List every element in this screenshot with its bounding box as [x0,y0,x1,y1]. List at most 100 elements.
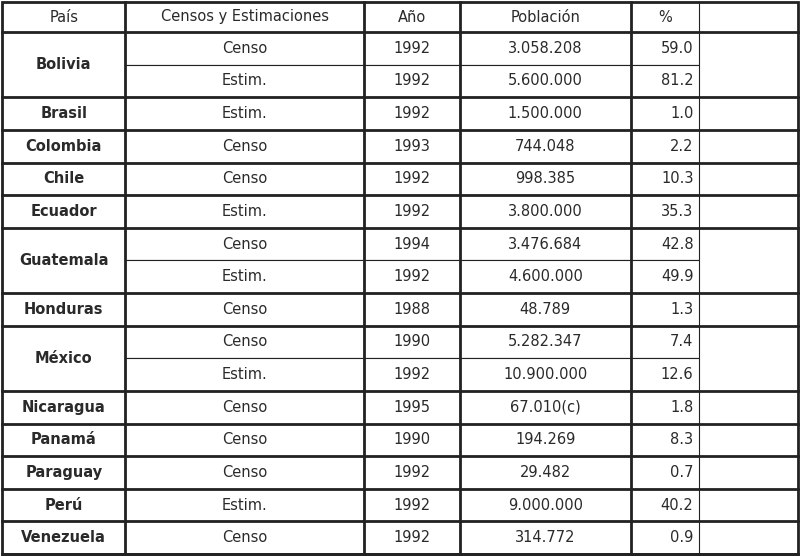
Bar [631,424,698,456]
Bar [2,97,126,130]
Bar [460,195,631,228]
Bar [126,424,364,456]
Bar [126,489,364,522]
Bar [126,391,364,424]
Text: 1992: 1992 [394,465,430,480]
Bar [126,228,364,260]
Bar [460,130,631,162]
Text: Censo: Censo [222,302,267,317]
Bar [631,391,698,424]
Text: Estim.: Estim. [222,367,268,382]
Text: 744.048: 744.048 [515,138,575,153]
Text: Población: Población [510,9,580,24]
Text: 5.282.347: 5.282.347 [508,335,582,349]
Bar [126,195,364,228]
Bar [2,293,126,326]
Text: 1992: 1992 [394,498,430,513]
Text: 10.900.000: 10.900.000 [503,367,587,382]
Bar [126,293,364,326]
Text: Censo: Censo [222,400,267,415]
Bar [631,64,698,97]
Bar [364,456,460,489]
Bar [460,260,631,293]
Bar [460,97,631,130]
Bar [460,64,631,97]
Text: 1992: 1992 [394,367,430,382]
Bar [126,326,364,358]
Text: 1993: 1993 [394,138,430,153]
Text: 998.385: 998.385 [515,171,575,186]
Text: 29.482: 29.482 [520,465,571,480]
Bar [364,260,460,293]
Bar [2,326,126,391]
Text: 3.476.684: 3.476.684 [508,236,582,251]
Bar [126,522,364,554]
Bar [631,32,698,64]
Bar [364,424,460,456]
Text: 194.269: 194.269 [515,433,575,448]
Bar [2,391,126,424]
Text: 1994: 1994 [394,236,430,251]
Text: 1992: 1992 [394,530,430,545]
Text: 81.2: 81.2 [661,73,694,88]
Text: 42.8: 42.8 [661,236,694,251]
Text: 7.4: 7.4 [670,335,694,349]
Text: 3.800.000: 3.800.000 [508,204,582,219]
Text: Brasil: Brasil [40,106,87,121]
Bar [126,64,364,97]
Text: Año: Año [398,9,426,24]
Text: México: México [35,351,93,366]
Text: 4.600.000: 4.600.000 [508,269,582,284]
Text: Nicaragua: Nicaragua [22,400,106,415]
Bar [2,228,126,293]
Bar [631,293,698,326]
Bar [631,228,698,260]
Bar [2,424,126,456]
Text: Censos y Estimaciones: Censos y Estimaciones [161,9,329,24]
Bar [631,97,698,130]
Text: 1992: 1992 [394,73,430,88]
Bar [460,522,631,554]
Bar [126,130,364,162]
Text: Censo: Censo [222,335,267,349]
Bar [126,97,364,130]
Text: 1992: 1992 [394,269,430,284]
Bar [631,260,698,293]
Bar [2,195,126,228]
Bar [2,522,126,554]
Text: 1992: 1992 [394,106,430,121]
Text: Censo: Censo [222,530,267,545]
Text: Venezuela: Venezuela [22,530,106,545]
Bar [2,2,126,32]
Bar [460,293,631,326]
Bar [364,293,460,326]
Bar [460,228,631,260]
Text: 12.6: 12.6 [661,367,694,382]
Bar [631,2,698,32]
Bar [2,489,126,522]
Text: 1988: 1988 [394,302,430,317]
Bar [126,260,364,293]
Text: 0.9: 0.9 [670,530,694,545]
Text: Paraguay: Paraguay [25,465,102,480]
Bar [460,32,631,64]
Text: 67.010(c): 67.010(c) [510,400,581,415]
Text: País: País [49,9,78,24]
Bar [631,162,698,195]
Text: Estim.: Estim. [222,204,268,219]
Text: Estim.: Estim. [222,269,268,284]
Text: Estim.: Estim. [222,73,268,88]
Text: %: % [658,9,671,24]
Bar [126,2,364,32]
Bar [2,162,126,195]
Text: 0.7: 0.7 [670,465,694,480]
Text: 314.772: 314.772 [515,530,575,545]
Bar [631,358,698,391]
Text: 10.3: 10.3 [661,171,694,186]
Text: 8.3: 8.3 [670,433,694,448]
Bar [364,522,460,554]
Bar [631,456,698,489]
Text: Perú: Perú [45,498,83,513]
Bar [2,456,126,489]
Text: 1995: 1995 [394,400,430,415]
